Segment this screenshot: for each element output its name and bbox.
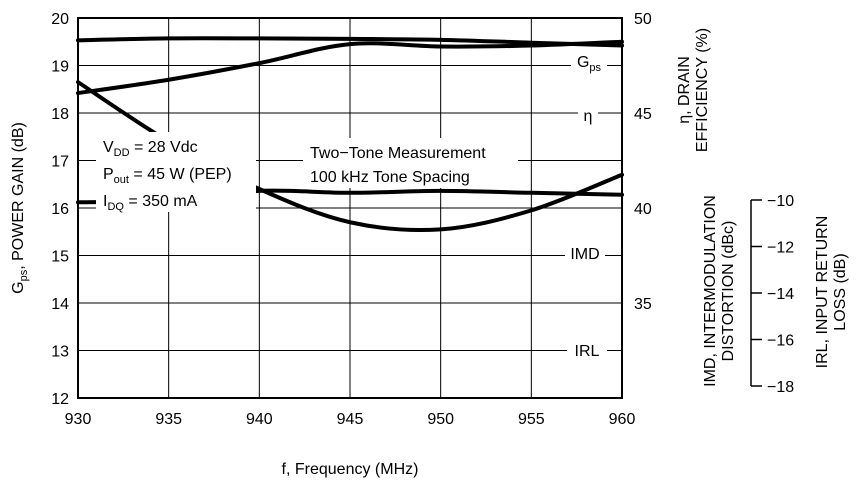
measurement-text: 100 kHz Tone Spacing: [310, 169, 470, 186]
condition-text: Pout = 45 W (PEP): [103, 166, 232, 186]
imd-tick-label: −36: [632, 0, 659, 4]
x-axis-title: f, Frequency (MHz): [282, 461, 419, 478]
gps-axis-title: Gps, POWER GAIN (dB): [10, 122, 30, 294]
eta-tick-label: 35: [634, 296, 652, 313]
x-tick-label: 935: [155, 411, 182, 428]
x-tick-label: 930: [65, 411, 92, 428]
eta-tick-label: 45: [634, 106, 652, 123]
irl-axis-title-line1: IRL, INPUT RETURN: [814, 216, 831, 369]
gps-tick-label: 19: [51, 59, 69, 76]
plot-frame: [77, 17, 623, 399]
irl-tick-label: −10: [767, 193, 794, 210]
series-label: IMD: [570, 246, 599, 263]
irl-tick-label: −12: [767, 240, 794, 257]
eta-tick-label: 40: [634, 201, 652, 218]
eta-axis-title-line1: η, DRAIN: [676, 56, 693, 124]
labels: Gps η IMD IRL VDD = 28 Vdc Pout = 45 W (PEP) I…: [103, 54, 602, 360]
eta-axis-title-line2: EFFICIENCY (%): [694, 28, 711, 152]
x-tick-label: 945: [337, 411, 364, 428]
series-label: Gps: [577, 54, 602, 74]
series-label: IRL: [575, 343, 600, 360]
irl-tick-label: −14: [767, 286, 794, 303]
series-label-bg: [571, 52, 607, 73]
measurement-text: Two−Tone Measurement: [310, 145, 486, 162]
gps-tick-label: 17: [51, 154, 69, 171]
series-label-bg: [567, 341, 607, 362]
imd-axis-title-line1: IMD, INTERMODULATION: [702, 195, 719, 387]
imd-tick-label: −34: [632, 0, 659, 4]
gps-tick-label: 20: [51, 11, 69, 28]
x-tick-label: 960: [609, 411, 636, 428]
series-label-bg: [565, 244, 605, 265]
series-layer: [76, 36, 624, 233]
gps-tick-label: 15: [51, 249, 69, 266]
gps-tick-label: 16: [51, 201, 69, 218]
conditions-bg: [96, 132, 256, 212]
condition-text: IDQ = 350 mA: [103, 193, 198, 213]
irl-tick-label: −18: [767, 379, 794, 396]
imd-tick-label: −30: [632, 0, 659, 4]
series-line-gps: [76, 36, 624, 48]
imd-axis-title-line2: DISTORTION (dBc): [720, 221, 737, 362]
series-line-imd: [76, 39, 624, 96]
gps-tick-label: 14: [51, 296, 69, 313]
gps-tick-label: 13: [51, 344, 69, 361]
gps-tick-label: 18: [51, 106, 69, 123]
imd-tick-label: −32: [632, 0, 659, 4]
measurement-bg: [303, 138, 518, 188]
gps-tick-label: 12: [51, 391, 69, 408]
x-tick-label: 940: [246, 411, 273, 428]
x-tick-label: 950: [427, 411, 454, 428]
annotation-backgrounds: [96, 52, 607, 362]
tick-labels: 930 935 940 945 950 955 960 f, Frequency (MHz) 1…: [10, 0, 849, 478]
irl-tick-label: −16: [767, 333, 794, 350]
eta-tick-label: 50: [634, 11, 652, 28]
series-label: η: [584, 108, 593, 125]
irl-axis-title-line2: LOSS (dB): [832, 253, 849, 330]
series-label-bg: [578, 106, 598, 127]
condition-text: VDD = 28 Vdc: [103, 139, 198, 159]
imd-tick-label: −38: [632, 0, 659, 4]
x-tick-label: 955: [518, 411, 545, 428]
